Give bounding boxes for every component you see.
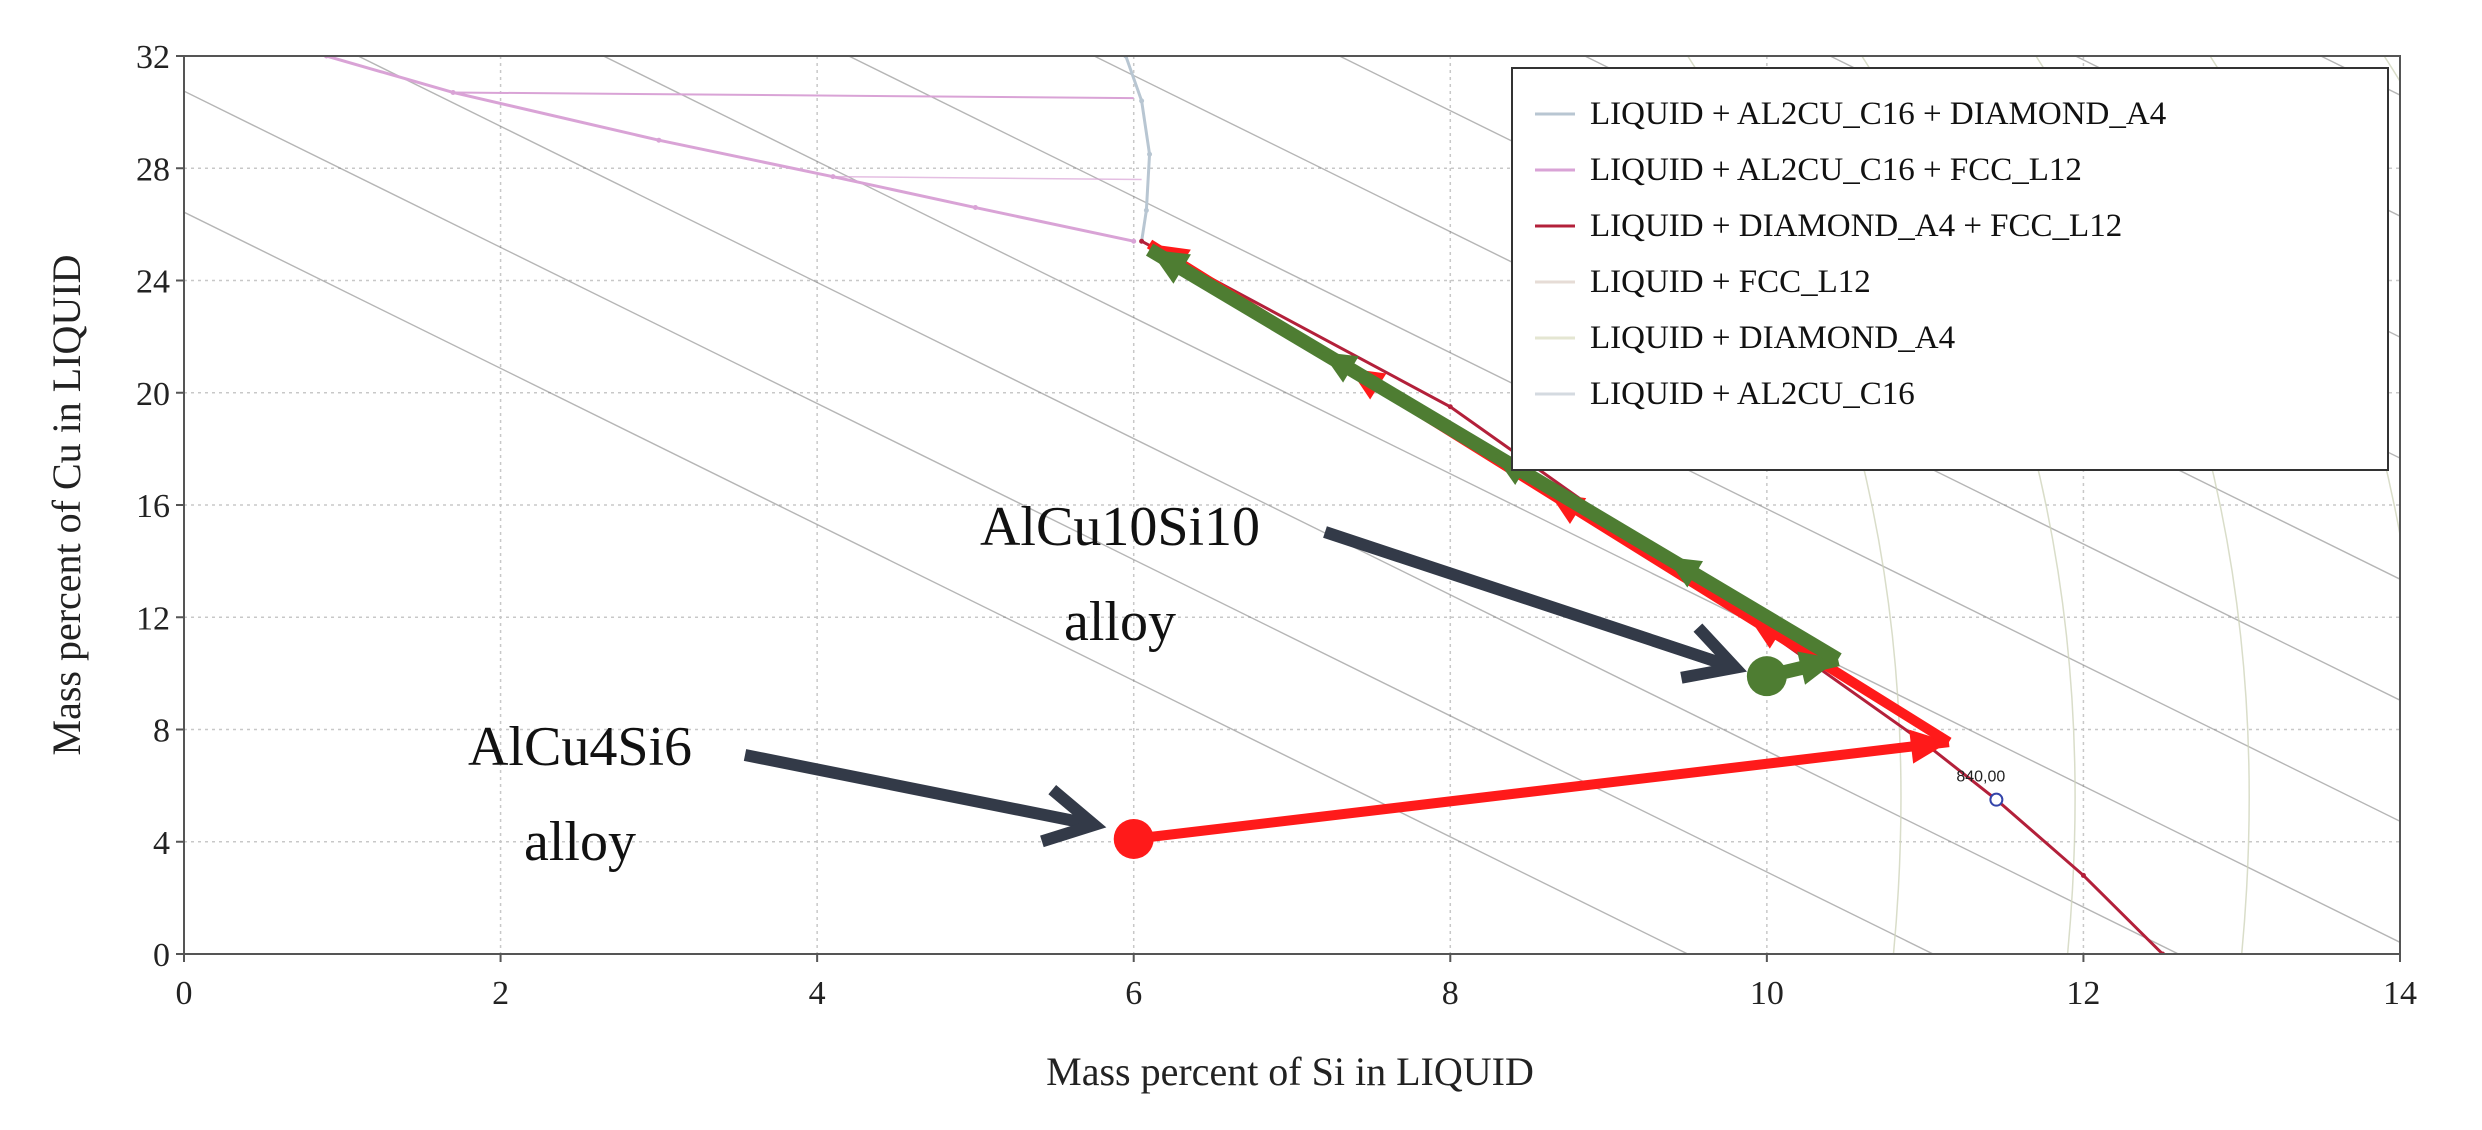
alloy-point — [1746, 656, 1787, 697]
annotation-arrowhead — [1040, 785, 1107, 848]
x-tick-label: 6 — [1125, 975, 1142, 1012]
y-tick-label: 4 — [153, 825, 170, 862]
alloy-point — [1113, 818, 1154, 859]
series-point — [1143, 207, 1149, 213]
legend: LIQUID + AL2CU_C16 + DIAMOND_A4 LIQUID + … — [1511, 67, 2389, 471]
series-line — [453, 91, 1134, 100]
y-tick-label: 12 — [136, 600, 170, 637]
annotation-arrow-shaft — [743, 749, 1096, 831]
y-tick-label: 20 — [136, 376, 170, 413]
series-point — [2080, 872, 2086, 878]
annotation-alcu4si6-name: AlCu4Si6 — [468, 716, 692, 778]
annotation-alcu10si10-name: AlCu10Si10 — [980, 496, 1260, 558]
tie-line — [357, 56, 2179, 954]
x-tick-label: 4 — [809, 975, 826, 1012]
y-tick-label: 8 — [153, 713, 170, 750]
series-point — [1131, 238, 1137, 244]
series-point — [972, 205, 978, 211]
tie-line — [603, 56, 2400, 944]
series-line — [326, 56, 1135, 243]
series-point — [656, 137, 662, 143]
path-arrowhead — [1665, 556, 1703, 588]
legend-label: LIQUID + AL2CU_C16 + FCC_L12 — [1590, 152, 2082, 188]
tie-line — [848, 56, 2400, 823]
x-tick-label: 14 — [2383, 975, 2417, 1012]
x-tick-label: 8 — [1442, 975, 1459, 1012]
legend-label: LIQUID + DIAMOND_A4 — [1590, 320, 1955, 356]
marker-label: 840,00 — [1956, 769, 2005, 786]
series-point — [1147, 151, 1153, 157]
path-segment — [1133, 737, 1950, 844]
y-tick-label: 24 — [136, 264, 170, 301]
series-point — [1139, 238, 1145, 244]
y-axis-title: Mass percent of Cu in LIQUID — [44, 255, 89, 756]
path-arrowhead — [1321, 352, 1359, 383]
x-axis-title: Mass percent of Si in LIQUID — [1046, 1049, 1534, 1094]
x-tick-label: 10 — [1750, 975, 1784, 1012]
y-tick-label: 28 — [136, 151, 170, 188]
y-tick-label: 32 — [136, 39, 170, 76]
tie-line — [184, 90, 1934, 954]
grid — [184, 56, 2400, 954]
series-line — [832, 175, 1142, 181]
x-tick-label: 2 — [492, 975, 509, 1012]
marker-point — [1989, 792, 2004, 807]
annotation-arrowhead — [1680, 623, 1748, 684]
annotation-arrow-shaft — [1323, 526, 1738, 674]
path-arrowhead — [1149, 249, 1191, 284]
annotation-alcu4si6-alloy: alloy — [524, 811, 636, 873]
x-tick-label: 0 — [176, 975, 193, 1012]
legend-label: LIQUID + AL2CU_C16 — [1590, 376, 1915, 412]
path-segment — [1145, 243, 1842, 666]
legend-label: LIQUID + AL2CU_C16 + DIAMOND_A4 — [1590, 96, 2166, 132]
path-arrowhead — [1909, 729, 1949, 764]
annotations: AlCu10Si10 alloy AlCu4Si6 alloy 840,00 — [468, 496, 2005, 873]
y-tick-label: 0 — [153, 937, 170, 974]
series-point — [1139, 98, 1145, 104]
series-point — [1447, 404, 1453, 410]
x-tick-label: 12 — [2066, 975, 2100, 1012]
legend-label: LIQUID + FCC_L12 — [1590, 264, 1871, 300]
tie-line — [1093, 56, 2400, 701]
alloy-points — [1113, 656, 1787, 859]
legend-label: LIQUID + DIAMOND_A4 + FCC_L12 — [1590, 208, 2122, 244]
legend-box — [1511, 67, 2389, 471]
y-tick-label: 16 — [136, 488, 170, 525]
annotation-alcu10si10-alloy: alloy — [1064, 591, 1176, 653]
